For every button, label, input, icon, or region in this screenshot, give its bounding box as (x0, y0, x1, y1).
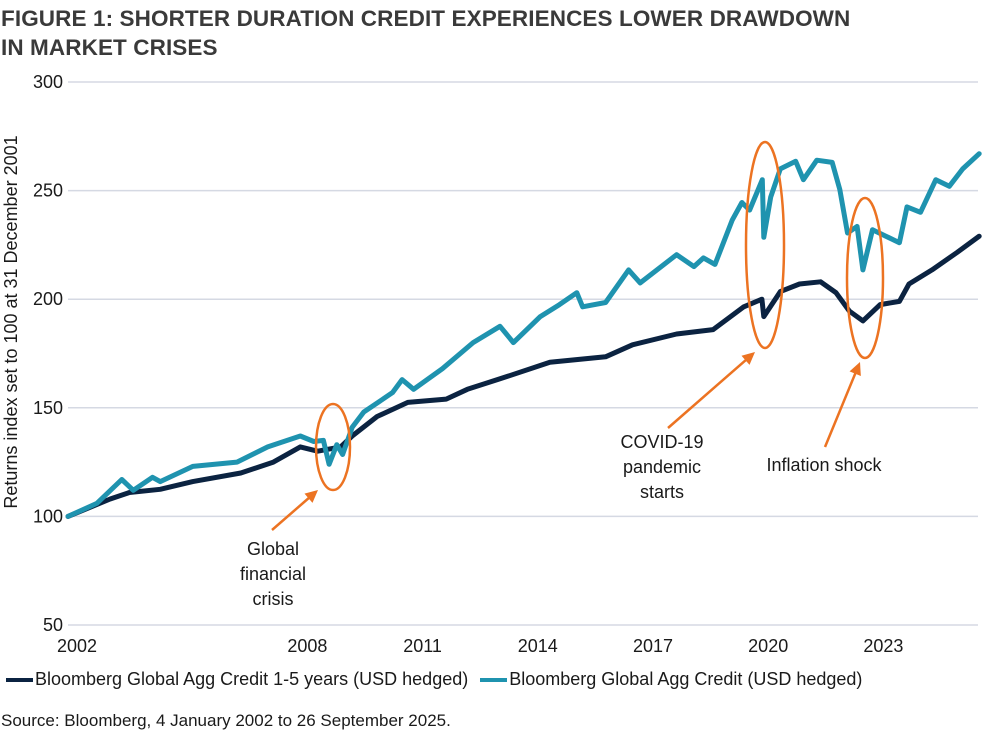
legend-label-global-agg-credit: Bloomberg Global Agg Credit (USD hedged) (509, 669, 863, 689)
annotation-arrow-gfc (271, 496, 310, 531)
annotation-arrow-covid (667, 358, 747, 429)
x-tick-label: 2017 (633, 636, 673, 656)
annotation-label-inflation: Inflation shock (766, 455, 882, 475)
y-tick-label: 250 (33, 181, 63, 201)
legend-label-short-duration: Bloomberg Global Agg Credit 1-5 years (U… (35, 669, 469, 689)
x-tick-label: 2023 (863, 636, 903, 656)
source-note: Source: Bloomberg, 4 January 2002 to 26 … (1, 711, 451, 730)
x-tick-label: 2011 (403, 636, 442, 656)
legend-swatch-global-agg-credit (480, 677, 508, 682)
x-tick-label: 2014 (518, 636, 558, 656)
x-tick-label: 2020 (748, 636, 788, 656)
arrowhead-icon (849, 362, 861, 376)
x-tick-label: 2002 (57, 636, 97, 656)
annotation-ellipse-inflation (845, 196, 885, 360)
figure-title-line-1: FIGURE 1: SHORTER DURATION CREDIT EXPERI… (1, 6, 851, 31)
annotation-ellipse-covid (744, 140, 786, 350)
annotation-label-covid: starts (640, 482, 684, 502)
annotation-arrow-inflation (823, 372, 857, 448)
y-tick-label: 50 (43, 615, 63, 635)
annotation-ellipse-gfc (314, 402, 352, 492)
legend-item-global-agg-credit: Bloomberg Global Agg Credit (USD hedged) (480, 669, 862, 690)
y-tick-label: 100 (33, 506, 63, 526)
legend: Bloomberg Global Agg Credit 1-5 years (U… (6, 669, 862, 690)
annotation-label-gfc: financial (240, 564, 306, 584)
annotation-label-gfc: Global (247, 539, 299, 559)
arrowhead-icon (304, 490, 318, 503)
annotation-label-gfc: crisis (253, 589, 294, 609)
y-axis-label: Returns index set to 100 at 31 December … (1, 135, 21, 508)
y-tick-label: 150 (33, 398, 63, 418)
x-tick-label: 2008 (287, 636, 327, 656)
annotation-label-covid: COVID-19 (620, 432, 703, 452)
line-chart: 50 100 150 200 250 300 2002 2008 2011 2014 2017 202… (1, 72, 982, 656)
y-tick-label: 200 (33, 289, 63, 309)
annotation-label-covid: pandemic (623, 457, 701, 477)
figure-title-line-2: IN MARKET CRISES (1, 35, 218, 60)
legend-item-short-duration: Bloomberg Global Agg Credit 1-5 years (U… (6, 669, 468, 690)
y-tick-label: 300 (33, 72, 63, 92)
figure-title: FIGURE 1: SHORTER DURATION CREDIT EXPERI… (1, 4, 850, 62)
arrowhead-icon (741, 352, 755, 365)
legend-swatch-short-duration (6, 677, 33, 682)
series-line-global-agg-credit (65, 151, 982, 519)
series-line-short-duration (65, 233, 982, 519)
